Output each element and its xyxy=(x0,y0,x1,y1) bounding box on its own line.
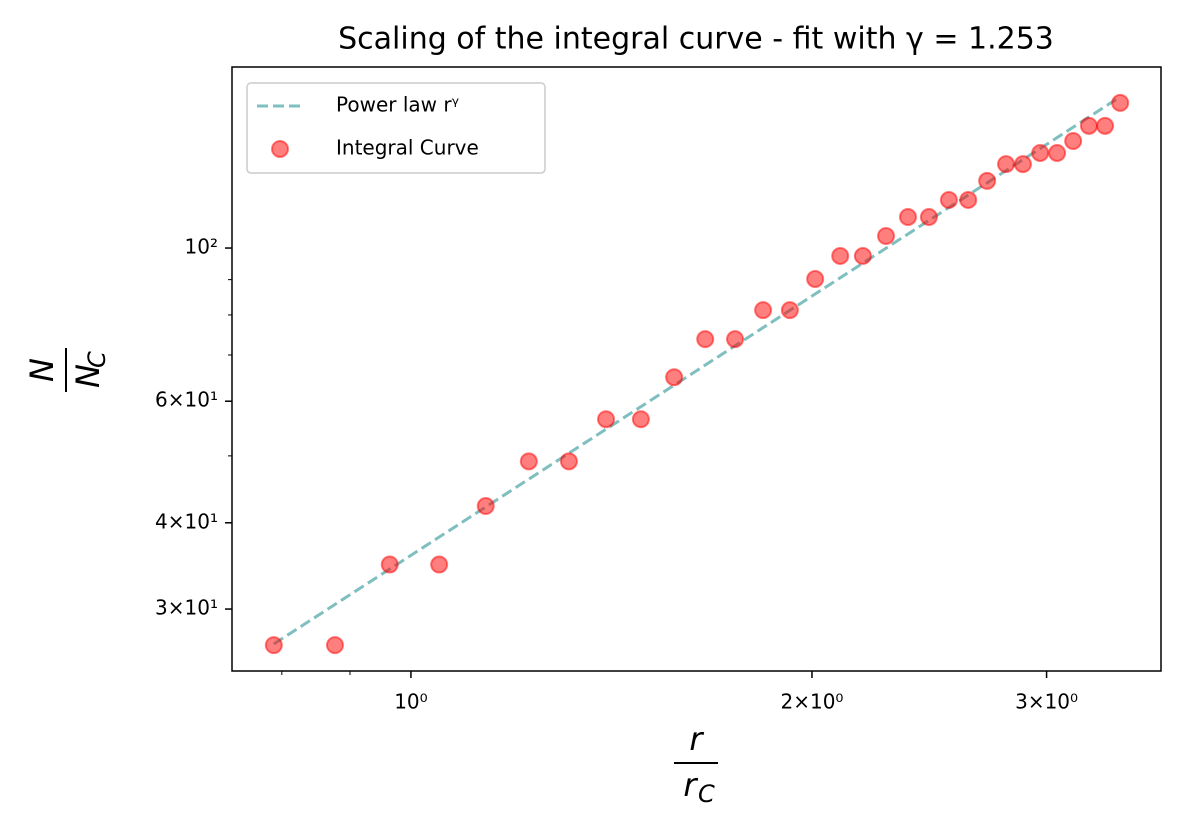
plot-frame xyxy=(231,66,1162,672)
data-point xyxy=(1013,155,1032,174)
data-point xyxy=(919,208,938,227)
data-point xyxy=(1064,132,1083,151)
data-point xyxy=(959,190,978,209)
y-tick-label: 10² xyxy=(185,235,218,259)
ylabel-numerator: N xyxy=(23,358,61,382)
data-point xyxy=(476,497,495,516)
data-point xyxy=(939,190,958,209)
ylabel-denominator: N xyxy=(69,364,107,388)
data-point xyxy=(696,330,715,349)
legend-label: Integral Curve xyxy=(336,136,479,160)
data-point xyxy=(780,301,799,320)
legend-marker xyxy=(271,140,289,158)
power-law-line xyxy=(272,95,1122,646)
data-point xyxy=(806,269,825,288)
chart-title: Scaling of the integral curve - fit with… xyxy=(338,22,1054,57)
y-tick-label: 4×10¹ xyxy=(155,509,218,533)
data-point xyxy=(997,155,1016,174)
data-point xyxy=(754,301,773,320)
xlabel-denominator: r xyxy=(683,766,698,804)
y-tick-label: 6×10¹ xyxy=(155,388,218,412)
data-point xyxy=(1031,143,1050,162)
data-point xyxy=(559,452,578,471)
data-point xyxy=(853,246,872,265)
data-point xyxy=(1079,116,1098,135)
data-point xyxy=(665,368,684,387)
data-point xyxy=(1048,143,1067,162)
data-point xyxy=(898,208,917,227)
data-point xyxy=(1096,116,1115,135)
legend-box xyxy=(246,82,546,174)
data-point xyxy=(325,636,344,655)
y-tick-label: 3×10¹ xyxy=(155,596,218,620)
data-point xyxy=(430,555,449,574)
data-point xyxy=(726,330,745,349)
data-point xyxy=(597,410,616,429)
legend-label: Power law rᵞ xyxy=(336,93,460,117)
data-point xyxy=(631,410,650,429)
data-point xyxy=(264,636,283,655)
xlabel-label: rr C xyxy=(674,720,718,808)
ylabel-label: N NC xyxy=(23,348,111,392)
ylabel-subscript: C xyxy=(83,351,111,368)
data-point xyxy=(519,452,538,471)
xlabel-subscript: C xyxy=(698,780,715,808)
data-point xyxy=(1111,93,1130,112)
data-point xyxy=(380,555,399,574)
x-tick-label: 10⁰ xyxy=(394,690,427,714)
data-point xyxy=(978,171,997,190)
x-tick-label: 3×10⁰ xyxy=(1015,690,1078,714)
x-tick-label: 2×10⁰ xyxy=(781,690,844,714)
data-point xyxy=(831,246,850,265)
data-point xyxy=(877,226,896,245)
xlabel-numerator: r xyxy=(689,720,704,758)
